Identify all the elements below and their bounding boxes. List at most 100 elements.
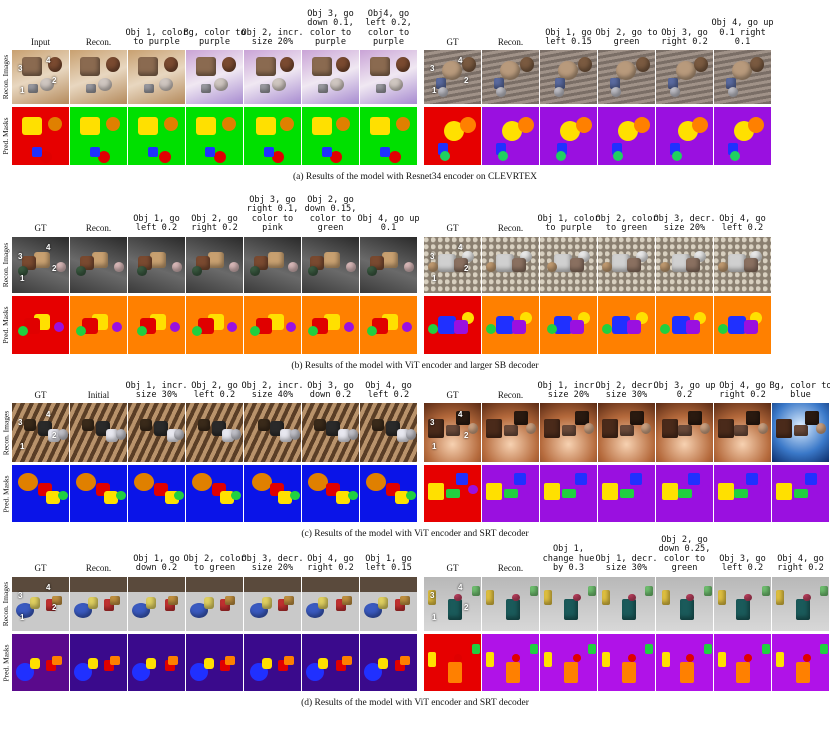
column-header: Obj 2, go left 0.2 (191, 380, 238, 401)
mask-segment (164, 117, 178, 131)
scene-object (668, 77, 678, 90)
column-header: Recon. (85, 563, 112, 574)
column-header: Obj 3, go down 0.1, color to purple (307, 8, 354, 48)
mask-segment (272, 151, 284, 163)
recon-image (714, 50, 771, 104)
scene-object (688, 411, 702, 426)
scene-object (575, 411, 589, 426)
mask-segment (438, 316, 456, 334)
recon-image (540, 237, 597, 293)
scene-object (404, 262, 414, 272)
recon-image (482, 577, 539, 631)
scene-object (400, 595, 410, 605)
mask-segment (514, 472, 526, 485)
scene-object (728, 87, 738, 97)
scene-object (486, 419, 502, 438)
mask-segment (106, 117, 120, 131)
column-header: Obj 1, go left 0.15 (365, 553, 412, 574)
recon-image (360, 50, 417, 104)
mask-segment (627, 320, 641, 334)
scene-object (272, 77, 286, 91)
column-header: Obj 2, go down 0.15, color to green (304, 194, 357, 234)
scene-object (367, 265, 377, 276)
scene-object (622, 599, 636, 620)
column-header: Obj 2, incr. size 40% (241, 380, 304, 401)
mask-segment (544, 482, 560, 501)
scene-object (428, 590, 436, 605)
scene-object (602, 590, 610, 605)
scene-object (616, 61, 636, 80)
mask-segment (718, 324, 728, 334)
column-header: Obj 2, decr. size 30% (595, 380, 658, 401)
mask-segment (570, 320, 584, 334)
scene-object (694, 57, 708, 73)
pred-mask (186, 634, 243, 691)
row-label-pred-masks: Pred. Masks (1, 474, 10, 513)
mask-segment (460, 117, 476, 133)
scene-object (744, 258, 758, 272)
mask-segment (54, 322, 64, 332)
pred-mask (714, 465, 771, 522)
mask-segment (148, 147, 158, 157)
object-number-label: 2 (464, 76, 469, 85)
column-header: Obj 3, go left 0.2 (719, 553, 766, 574)
scene-object (776, 419, 792, 438)
recon-image (598, 577, 655, 631)
mask-segment (116, 490, 126, 501)
recon-image (424, 403, 481, 462)
scene-object (506, 599, 520, 620)
mask-segment (137, 326, 147, 336)
scene-object (204, 597, 214, 609)
scene-object (514, 411, 528, 426)
mask-segment (602, 482, 618, 501)
pred-mask (128, 296, 185, 354)
recon-image (424, 577, 481, 631)
pred-mask (540, 107, 597, 165)
scene-object (229, 262, 239, 272)
scene-object (288, 262, 298, 272)
column-header: GT (446, 563, 459, 574)
recon-image (244, 237, 301, 293)
column-header: Obj 1, go left 0.2 (133, 213, 180, 234)
pred-mask (424, 296, 481, 354)
mask-segment (280, 117, 294, 131)
scene-object (805, 411, 819, 426)
mask-segment (794, 488, 808, 499)
scene-object (728, 254, 746, 272)
recon-image (186, 577, 243, 631)
column-header: Obj 2, go right 0.2 (191, 213, 238, 234)
mask-segment (602, 651, 610, 668)
scene-object (106, 57, 120, 73)
mask-segment (262, 657, 272, 670)
recon-image (360, 577, 417, 631)
recon-image (714, 237, 771, 293)
scene-object (544, 419, 560, 438)
object-number-label: 4 (458, 56, 463, 65)
mask-segment (225, 655, 235, 666)
scene-object (196, 57, 216, 77)
scene-object (192, 265, 202, 276)
mask-segment (16, 663, 34, 682)
recon-image (714, 403, 771, 462)
recon-image (482, 237, 539, 293)
scene-object (627, 258, 641, 272)
mask-segment (692, 117, 708, 133)
mask-segment (198, 318, 214, 334)
pred-mask (128, 465, 185, 522)
scene-object (512, 258, 526, 272)
object-number-label: 1 (20, 442, 25, 452)
column-header: Initial (87, 390, 110, 401)
scene-object (628, 593, 636, 602)
mask-segment (214, 151, 226, 163)
row-label-recon-images: Recon. Images (1, 54, 10, 100)
mask-segment (446, 488, 460, 499)
column-header: Recon. (497, 390, 524, 401)
mask-segment (512, 320, 526, 334)
column-header: Input (31, 37, 50, 48)
column-header: Obj 1, go left 0.15 (545, 27, 592, 48)
mask-segment (428, 651, 436, 668)
scene-object (448, 599, 462, 620)
mask-segment (645, 643, 653, 654)
scene-object (278, 599, 288, 611)
scene-object (672, 254, 690, 272)
